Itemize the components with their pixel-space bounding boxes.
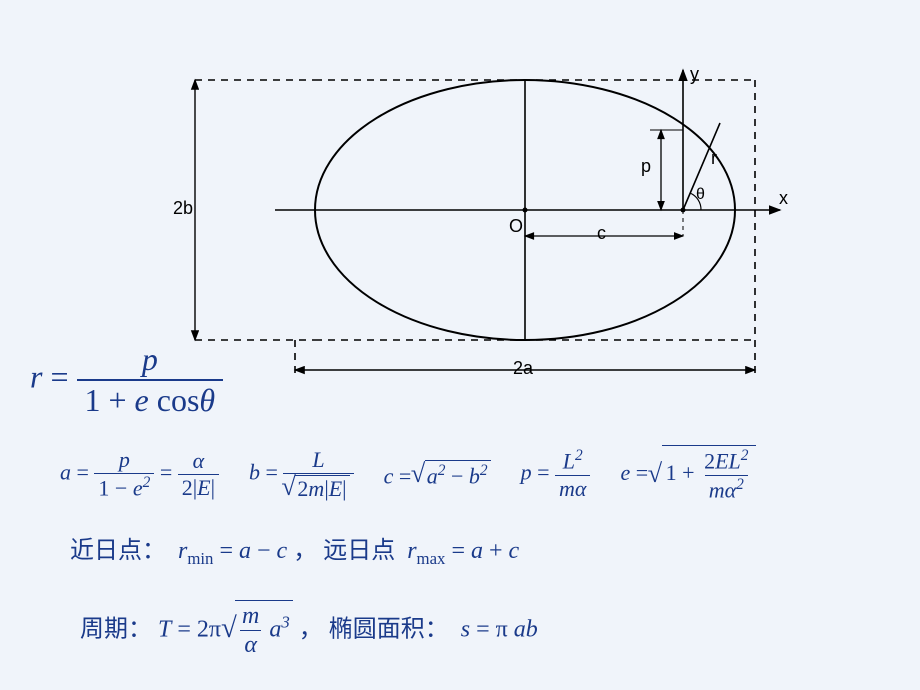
- label-c: c: [597, 223, 606, 244]
- label-y: y: [690, 64, 699, 85]
- label-theta: θ: [696, 186, 705, 204]
- label-O: O: [509, 216, 523, 237]
- label-2a: 2a: [513, 358, 533, 379]
- eq-row-1: a = p 1 − e2 = α 2E b = L 2mE c = a2 − b…: [60, 445, 756, 504]
- eq-row-3: 周期： T = 2π m α a3 ， 椭圆面积： s = π ab: [80, 600, 538, 661]
- eq-main-num: p: [77, 340, 224, 380]
- eq-period: 周期： T = 2π m α a3 ， 椭圆面积： s = π ab: [80, 600, 538, 661]
- eq-perihelion: 近日点： rmin = a − c ， 远日点 rmax = a + c: [70, 530, 519, 569]
- label-r: r: [711, 148, 717, 169]
- ellipse-diagram: O x y c p r θ 2a 2b: [185, 68, 785, 398]
- eq-main-lhs: r: [30, 359, 42, 395]
- label-x: x: [779, 188, 788, 209]
- eq-c: c = a2 − b2: [384, 460, 491, 489]
- eq-b: b = L 2mE: [249, 448, 354, 501]
- eq-e: e = 1 + 2EL2 mα2: [620, 445, 756, 504]
- label-2b: 2b: [173, 198, 193, 219]
- eq-p: p = L2 mα: [521, 448, 591, 501]
- label-p: p: [641, 156, 651, 177]
- diagram-svg: [185, 68, 785, 398]
- eq-main-den: 1 + e cosθ: [77, 380, 224, 420]
- eq-row-2: 近日点： rmin = a − c ， 远日点 rmax = a + c: [70, 530, 519, 569]
- eq-main: r = p 1 + e cosθ: [30, 340, 223, 420]
- eq-a: a = p 1 − e2 = α 2E: [60, 448, 219, 501]
